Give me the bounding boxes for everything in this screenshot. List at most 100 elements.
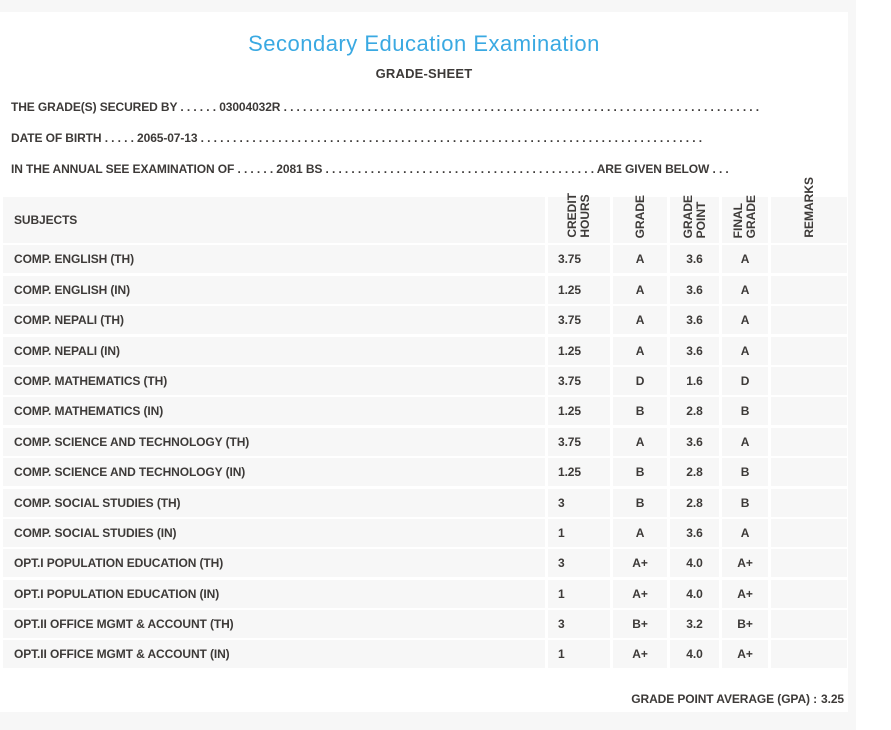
gpa-summary: GRADE POINT AVERAGE (GPA) : 3.25 [0, 692, 848, 706]
student-info-block: THE GRADE(S) SECURED BY . . . . . . 0300… [0, 91, 848, 184]
grade-cell: A+ [613, 579, 667, 608]
final-grade-cell: A [722, 427, 768, 456]
grade-cell: A [613, 518, 667, 547]
final-grade-cell: A [722, 275, 768, 304]
grade-point-cell: 3.2 [670, 610, 719, 639]
column-header-credit-hours-label: CREDIT HOURS [565, 193, 592, 238]
remarks-cell [771, 306, 847, 335]
credit-hours-cell: 1.25 [548, 397, 610, 426]
column-header-credit-hours: CREDIT HOURS [548, 193, 610, 243]
subject-cell: COMP. SOCIAL STUDIES (IN) [3, 518, 545, 547]
final-grade-cell: B [722, 397, 768, 426]
subject-cell: COMP. MATHEMATICS (TH) [3, 366, 545, 395]
grade-cell: D [613, 366, 667, 395]
remarks-cell [771, 640, 847, 669]
grade-point-cell: 3.6 [670, 336, 719, 365]
credit-hours-cell: 1.25 [548, 275, 610, 304]
info-line-grades-secured-by: THE GRADE(S) SECURED BY . . . . . . 0300… [11, 99, 759, 114]
remarks-cell [771, 245, 847, 274]
grade-cell: A [613, 275, 667, 304]
grade-point-cell: 3.6 [670, 245, 719, 274]
column-header-grade-point: GRADE POINT [670, 194, 719, 243]
grade-cell: A [613, 336, 667, 365]
grade-cell: A+ [613, 549, 667, 578]
remarks-cell [771, 549, 847, 578]
grades-table: SUBJECTS CREDIT HOURS GRADE GRADE POINT … [3, 177, 848, 669]
info-line-examination: IN THE ANNUAL SEE EXAMINATION OF . . . .… [11, 161, 729, 176]
final-grade-cell: A+ [722, 640, 768, 669]
subject-cell: COMP. SCIENCE AND TECHNOLOGY (TH) [3, 427, 545, 456]
final-grade-cell: A [722, 518, 768, 547]
credit-hours-cell: 1 [548, 579, 610, 608]
remarks-cell [771, 579, 847, 608]
subject-cell: COMP. SOCIAL STUDIES (TH) [3, 488, 545, 517]
subject-cell: COMP. MATHEMATICS (IN) [3, 397, 545, 426]
credit-hours-cell: 3.75 [548, 427, 610, 456]
subject-cell: OPT.I POPULATION EDUCATION (IN) [3, 579, 545, 608]
subject-cell: COMP. NEPALI (TH) [3, 306, 545, 335]
credit-hours-cell: 1 [548, 640, 610, 669]
final-grade-cell: B [722, 488, 768, 517]
gpa-value: 3.25 [821, 692, 844, 707]
credit-hours-cell: 1 [548, 518, 610, 547]
credit-hours-cell: 1.25 [548, 336, 610, 365]
column-header-grade-point-label: GRADE POINT [680, 194, 708, 238]
info-line-date-of-birth: DATE OF BIRTH . . . . . 2065-07-13 . . .… [11, 130, 702, 145]
credit-hours-cell: 3.75 [548, 306, 610, 335]
final-grade-cell: A+ [722, 579, 768, 608]
column-header-remarks: REMARKS [771, 177, 847, 243]
final-grade-cell: A [722, 336, 768, 365]
grade-point-cell: 1.6 [670, 366, 719, 395]
credit-hours-cell: 3 [548, 549, 610, 578]
final-grade-cell: A [722, 306, 768, 335]
remarks-cell [771, 458, 847, 487]
grade-cell: B [613, 397, 667, 426]
credit-hours-cell: 3.75 [548, 366, 610, 395]
subject-cell: COMP. NEPALI (IN) [3, 336, 545, 365]
column-header-remarks-label: REMARKS [801, 177, 816, 238]
grade-point-cell: 4.0 [670, 549, 719, 578]
subject-cell: COMP. ENGLISH (TH) [3, 245, 545, 274]
column-header-grade: GRADE [613, 194, 667, 243]
grade-point-cell: 2.8 [670, 397, 719, 426]
grade-point-cell: 2.8 [670, 458, 719, 487]
credit-hours-cell: 3 [548, 488, 610, 517]
page-title: Secondary Education Examination [248, 31, 600, 56]
final-grade-cell: B [722, 458, 768, 487]
grade-cell: A [613, 427, 667, 456]
subject-cell: COMP. SCIENCE AND TECHNOLOGY (IN) [3, 458, 545, 487]
grade-point-cell: 3.6 [670, 275, 719, 304]
remarks-cell [771, 275, 847, 304]
grade-point-cell: 2.8 [670, 488, 719, 517]
remarks-cell [771, 366, 847, 395]
credit-hours-cell: 3 [548, 610, 610, 639]
grade-sheet: Secondary Education Examination GRADE-SH… [0, 12, 848, 712]
remarks-cell [771, 397, 847, 426]
subject-cell: OPT.II OFFICE MGMT & ACCOUNT (TH) [3, 610, 545, 639]
gpa-label: GRADE POINT AVERAGE (GPA) : [631, 692, 818, 707]
grade-point-cell: 3.6 [670, 518, 719, 547]
grade-point-cell: 4.0 [670, 640, 719, 669]
remarks-cell [771, 518, 847, 547]
final-grade-cell: A [722, 245, 768, 274]
page-background-band: Secondary Education Examination GRADE-SH… [0, 12, 848, 712]
grade-cell: A [613, 306, 667, 335]
remarks-cell [771, 336, 847, 365]
column-header-subjects: SUBJECTS [3, 197, 545, 243]
grade-point-cell: 3.6 [670, 306, 719, 335]
column-header-grade-label: GRADE [632, 194, 647, 238]
grade-cell: B [613, 458, 667, 487]
remarks-cell [771, 488, 847, 517]
grade-point-cell: 3.6 [670, 427, 719, 456]
remarks-cell [771, 610, 847, 639]
subject-cell: COMP. ENGLISH (IN) [3, 275, 545, 304]
remarks-cell [771, 427, 847, 456]
column-header-subjects-label: SUBJECTS [14, 213, 78, 227]
grade-cell: A [613, 245, 667, 274]
column-header-final-grade: FINAL GRADE [722, 195, 768, 243]
final-grade-cell: D [722, 366, 768, 395]
grade-cell: B [613, 488, 667, 517]
subject-cell: OPT.I POPULATION EDUCATION (TH) [3, 549, 545, 578]
grade-cell: A+ [613, 640, 667, 669]
grade-cell: B+ [613, 610, 667, 639]
